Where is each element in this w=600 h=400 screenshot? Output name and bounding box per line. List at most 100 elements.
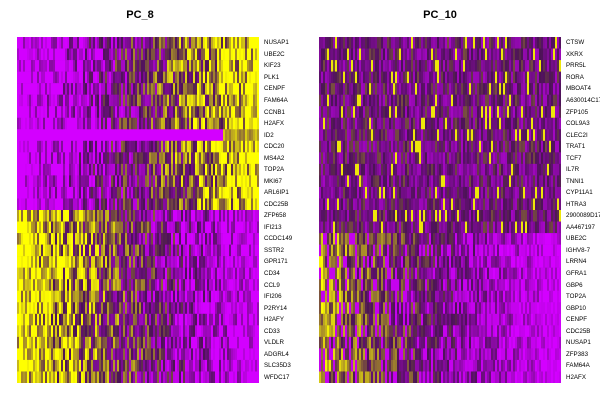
pc10-cell xyxy=(449,60,452,72)
pc8-cell xyxy=(91,198,94,211)
pc8-cell xyxy=(47,71,50,84)
pc8-cell xyxy=(65,83,68,95)
pc8-cell xyxy=(69,163,72,176)
pc8-cell xyxy=(53,256,56,268)
pc10-cell xyxy=(523,60,526,72)
pc10-cell xyxy=(461,106,464,119)
pc10-cell xyxy=(427,94,430,107)
pc8-cell xyxy=(145,163,148,176)
pc10-cell xyxy=(387,37,390,49)
pc8-cell xyxy=(149,302,152,315)
pc8-cell xyxy=(33,279,36,292)
pc8-cell xyxy=(217,117,220,130)
pc8-cell xyxy=(141,313,144,326)
pc8-cell xyxy=(93,129,96,142)
pc8-cell xyxy=(141,359,144,372)
pc10-cell xyxy=(477,71,480,84)
pc8-cell xyxy=(17,106,20,119)
pc8-cell xyxy=(195,186,198,199)
pc8-cell xyxy=(205,302,208,315)
pc8-cell xyxy=(73,83,76,95)
pc8-cell xyxy=(119,313,122,326)
pc8-cell xyxy=(169,106,172,119)
pc8-cell xyxy=(81,117,84,130)
pc8-cell xyxy=(181,71,184,84)
pc10-cell xyxy=(319,94,322,107)
pc8-cell xyxy=(243,244,246,257)
pc8-cell xyxy=(141,129,144,142)
pc8-cell xyxy=(223,233,226,245)
pc8-cell xyxy=(139,244,142,257)
pc8-cell xyxy=(171,210,174,222)
pc10-cell xyxy=(353,129,356,142)
pc10-cell xyxy=(459,117,462,130)
pc8-cell xyxy=(79,371,82,383)
pc8-cell xyxy=(155,186,158,199)
pc10-cell xyxy=(415,94,418,107)
pc8-cell xyxy=(83,83,86,95)
pc8-cell xyxy=(67,336,70,349)
pc8-cell xyxy=(187,106,190,119)
pc8-cell xyxy=(29,371,32,383)
pc8-cell xyxy=(97,71,100,84)
pc10-cell xyxy=(487,117,490,130)
pc10-cell xyxy=(363,117,366,130)
pc8-cell xyxy=(129,48,132,61)
pc8-cell xyxy=(47,233,50,245)
pc10-cell xyxy=(373,140,376,153)
pc8-cell xyxy=(131,290,134,303)
pc8-cell xyxy=(31,359,34,372)
pc8-cell xyxy=(27,71,30,84)
pc10-cell xyxy=(361,106,364,119)
pc10-cell xyxy=(457,37,460,49)
pc8-cell xyxy=(161,267,164,280)
pc8-cell xyxy=(31,221,34,234)
pc10-cell xyxy=(331,106,334,119)
pc8-cell xyxy=(227,290,230,303)
pc10-cell xyxy=(369,48,372,61)
pc10-cell xyxy=(377,60,380,72)
pc10-cell xyxy=(435,48,438,61)
pc10-cell xyxy=(425,48,428,61)
pc10-cell xyxy=(503,106,506,119)
pc8-cell xyxy=(209,48,212,61)
pc10-cell xyxy=(465,140,468,153)
pc8-cell xyxy=(257,267,259,280)
pc10-row-8 xyxy=(319,129,561,142)
pc8-cell xyxy=(247,233,250,245)
pc8-cell xyxy=(67,117,70,130)
pc8-cell xyxy=(97,371,100,383)
pc8-cell xyxy=(61,48,64,61)
pc8-cell xyxy=(129,256,132,268)
pc8-cell xyxy=(127,325,130,338)
pc8-cell xyxy=(225,152,228,165)
pc10-cell xyxy=(427,106,430,119)
pc8-cell xyxy=(201,359,204,372)
pc10-cell xyxy=(501,60,504,72)
pc8-cell xyxy=(183,279,186,292)
pc8-cell xyxy=(97,198,100,211)
pc10-cell xyxy=(407,37,410,49)
pc8-cell xyxy=(107,140,110,153)
pc8-cell xyxy=(191,336,194,349)
pc10-cell xyxy=(529,71,532,84)
pc8-cell xyxy=(183,359,186,372)
pc8-cell xyxy=(225,94,228,107)
pc8-cell xyxy=(43,221,46,234)
pc8-cell xyxy=(241,348,244,361)
pc8-cell xyxy=(109,290,112,303)
pc8-cell xyxy=(61,336,64,349)
pc8-cell xyxy=(71,140,74,153)
pc10-cell xyxy=(497,140,500,153)
pc8-cell xyxy=(115,233,118,245)
pc8-cell xyxy=(125,267,128,280)
pc10-cell xyxy=(425,37,428,49)
pc10-cell xyxy=(543,37,546,49)
pc8-cell xyxy=(45,37,48,49)
pc8-cell xyxy=(113,117,116,130)
pc8-cell xyxy=(99,313,102,326)
pc8-cell xyxy=(191,106,194,119)
pc8-cell xyxy=(49,210,52,222)
pc8-cell xyxy=(145,129,148,142)
pc8-cell xyxy=(95,302,98,315)
